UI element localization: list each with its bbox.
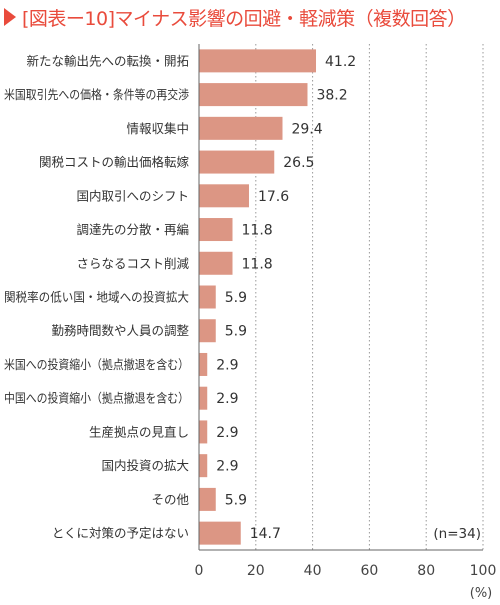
category-label: 関税コストの輸出価格転嫁 [39,155,190,170]
bar [199,251,233,275]
x-tick-label: 80 [417,563,435,579]
value-label: 41.2 [325,54,356,70]
category-label: 国内投資の拡大 [101,458,189,473]
category-label: さらなるコスト削減 [76,256,189,271]
category-label: 中国への投資縮小（拠点撤退を含む） [4,391,189,406]
category-label: 米国取引先への価格・条件等の再交渉 [4,87,189,102]
bar [199,150,275,174]
bar [199,386,208,410]
bar [199,285,216,309]
chart-title: [図表ー10]マイナス影響の回避・軽減策（複数回答） [22,7,466,30]
category-label: 情報収集中 [126,121,189,136]
value-label: 2.9 [216,459,238,475]
value-label: 2.9 [216,357,238,373]
bar [199,420,208,444]
value-label: 2.9 [216,425,238,441]
value-label: 29.4 [291,121,322,137]
bar [199,83,308,107]
bar [199,319,216,343]
bar [199,352,208,376]
x-unit-label: (%) [470,586,493,601]
value-label: 11.8 [242,223,273,239]
value-label: 5.9 [225,492,247,508]
category-label: とくに対策の予定はない [52,526,189,541]
value-label: 2.9 [216,391,238,407]
x-tick-label: 100 [470,563,497,579]
bar [199,487,216,511]
bar [199,116,283,140]
bar [199,184,249,208]
category-label: 新たな輸出先への転換・開拓 [26,53,189,68]
x-tick-label: 40 [304,563,322,579]
category-label: その他 [151,492,189,507]
value-label: 14.7 [250,526,281,542]
category-label: 米国への投資縮小（拠点撤退を含む） [4,357,189,372]
category-label: 国内取引へのシフト [76,188,189,203]
x-tick-label: 20 [247,563,265,579]
category-label: 生産拠点の見直し [89,424,189,439]
title-triangle-icon [4,8,16,26]
bar [199,521,241,545]
chart-title-row: [図表ー10]マイナス影響の回避・軽減策（複数回答） [4,4,466,30]
value-label: 5.9 [225,324,247,340]
category-label: 勤務時間数や人員の調整 [51,323,189,338]
bar [199,454,208,478]
value-label: 17.6 [258,189,289,205]
value-label: 11.8 [242,256,273,272]
category-label: 関税率の低い国・地域への投資拡大 [4,290,189,305]
bar [199,218,233,242]
bar [199,49,317,73]
x-tick-label: 60 [360,563,378,579]
sample-size-note: (n=34) [433,526,481,542]
value-label: 38.2 [316,88,347,104]
value-label: 5.9 [225,290,247,306]
x-tick-label: 0 [195,563,204,579]
category-label: 調達先の分散・再編 [76,222,189,237]
value-label: 26.5 [283,155,314,171]
